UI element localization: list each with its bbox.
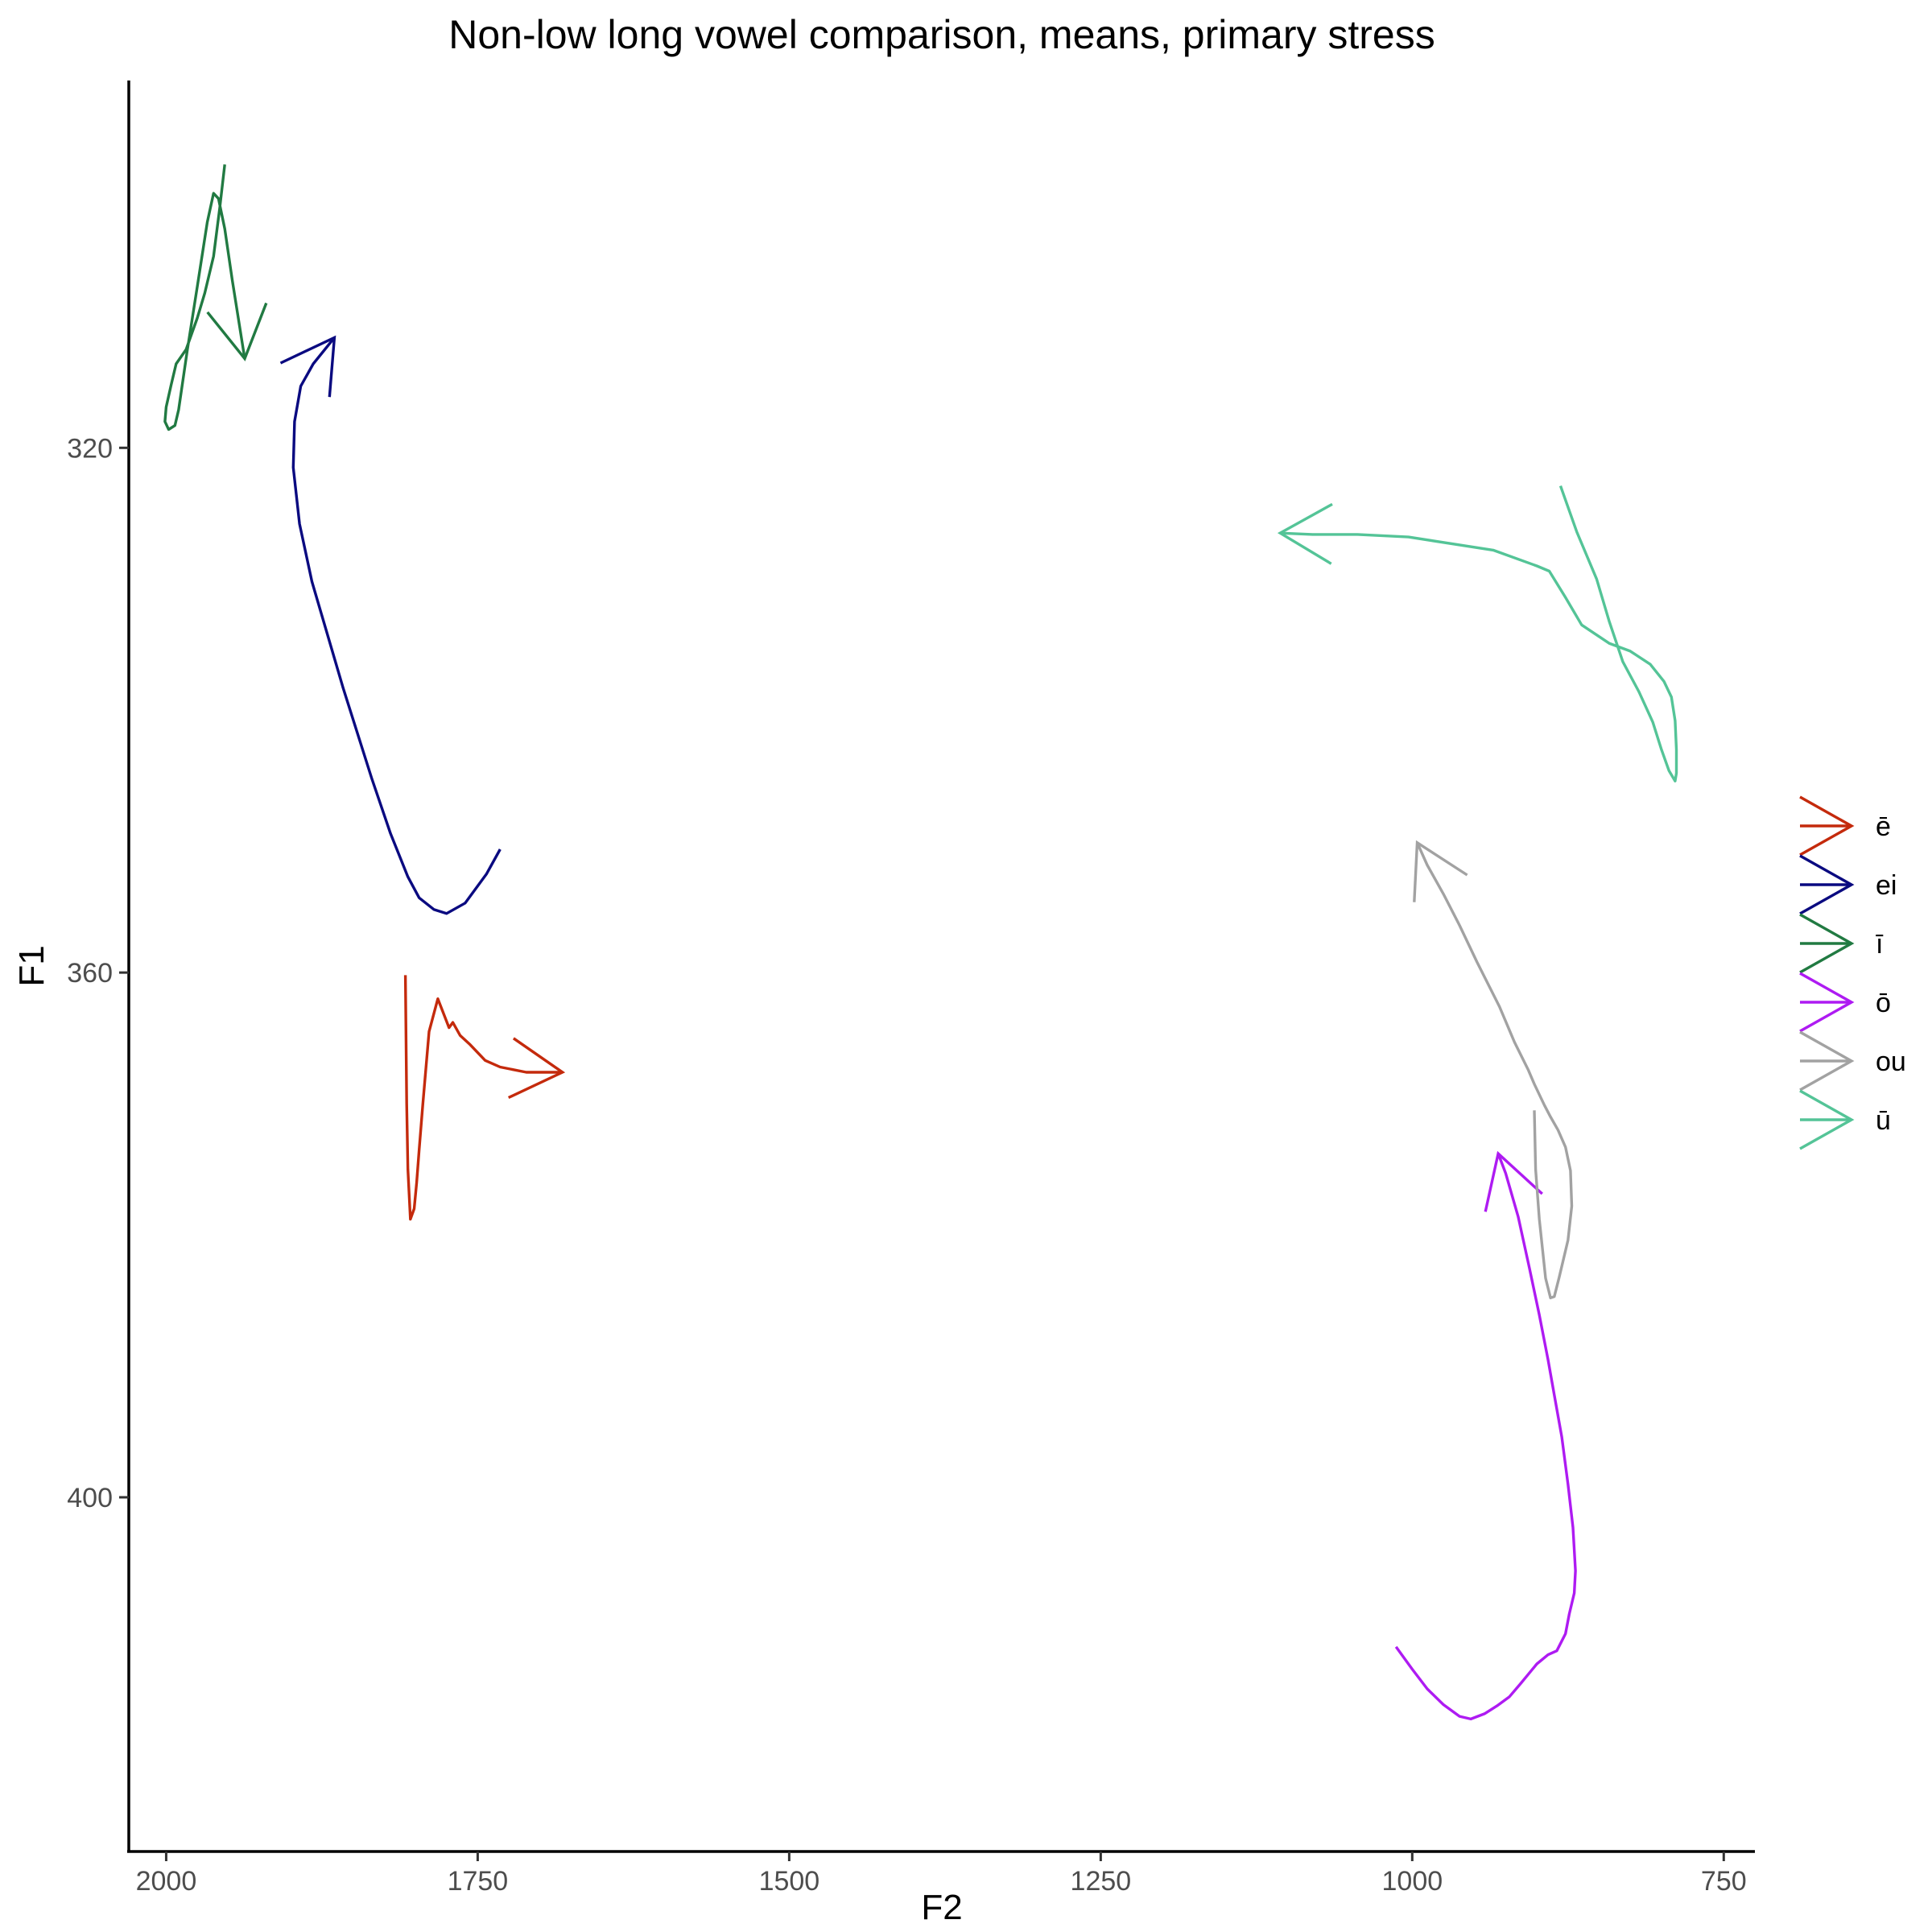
legend-label: ō	[1876, 988, 1891, 1018]
trajectory-line	[1415, 842, 1574, 1299]
legend-key-arrow	[1799, 854, 1855, 915]
legend-key-arrow	[1799, 972, 1855, 1033]
legend-label: ou	[1876, 1046, 1906, 1077]
y-tick-label: 400	[67, 1483, 113, 1513]
series-layer	[163, 164, 1678, 1721]
legend-key-arrow	[1799, 795, 1855, 857]
legend-label: ū	[1876, 1105, 1891, 1136]
y-tick-label: 320	[67, 433, 113, 464]
trajectory-line	[1394, 1153, 1577, 1721]
legend: ē ei īō ou ū	[1799, 795, 1906, 1150]
trajectory-line	[163, 164, 246, 431]
y-axis-ticks: 320 360 400	[67, 433, 129, 1513]
legend-item: ū	[1799, 1089, 1891, 1150]
series-e-0	[403, 975, 566, 1221]
x-axis-ticks: 2000 1750 1500 1250 1000 750	[136, 1852, 1747, 1897]
arrow-head	[206, 302, 268, 361]
legend-item: ou	[1799, 1030, 1906, 1092]
arrow-head	[1413, 840, 1468, 902]
x-tick-label: 1250	[1071, 1866, 1132, 1897]
trajectory-line	[291, 336, 502, 915]
trajectory-line	[1280, 485, 1678, 782]
y-tick-label: 360	[67, 958, 113, 989]
arrow-head	[1277, 502, 1333, 565]
legend-key-arrow	[1799, 913, 1855, 974]
legend-item: ē	[1799, 795, 1891, 857]
trajectory-line	[403, 975, 563, 1221]
chart-title: Non-low long vowel comparison, means, pr…	[448, 12, 1435, 57]
series-o-3	[1394, 1150, 1577, 1721]
legend-key-arrow	[1799, 1089, 1855, 1150]
arrow-head	[1484, 1150, 1543, 1212]
x-tick-label: 750	[1701, 1866, 1747, 1897]
legend-item: ei	[1799, 854, 1897, 915]
x-tick-label: 1000	[1382, 1866, 1443, 1897]
x-tick-label: 1750	[448, 1866, 509, 1897]
legend-label: ī	[1876, 929, 1884, 960]
legend-item: ī	[1799, 913, 1884, 974]
x-tick-label: 1500	[759, 1866, 820, 1897]
legend-label: ei	[1876, 870, 1897, 901]
legend-item: ō	[1799, 972, 1891, 1033]
y-axis-title: F1	[12, 945, 52, 986]
x-axis-title: F2	[921, 1888, 962, 1927]
series-u-5	[1277, 485, 1678, 782]
series-ou-4	[1413, 840, 1574, 1299]
legend-key-arrow	[1799, 1030, 1855, 1092]
series-ei-1	[279, 335, 502, 915]
arrow-head	[507, 1037, 566, 1100]
x-tick-label: 2000	[136, 1866, 197, 1897]
series-i-2	[163, 164, 268, 431]
legend-label: ē	[1876, 811, 1891, 842]
arrow-head	[279, 335, 336, 398]
